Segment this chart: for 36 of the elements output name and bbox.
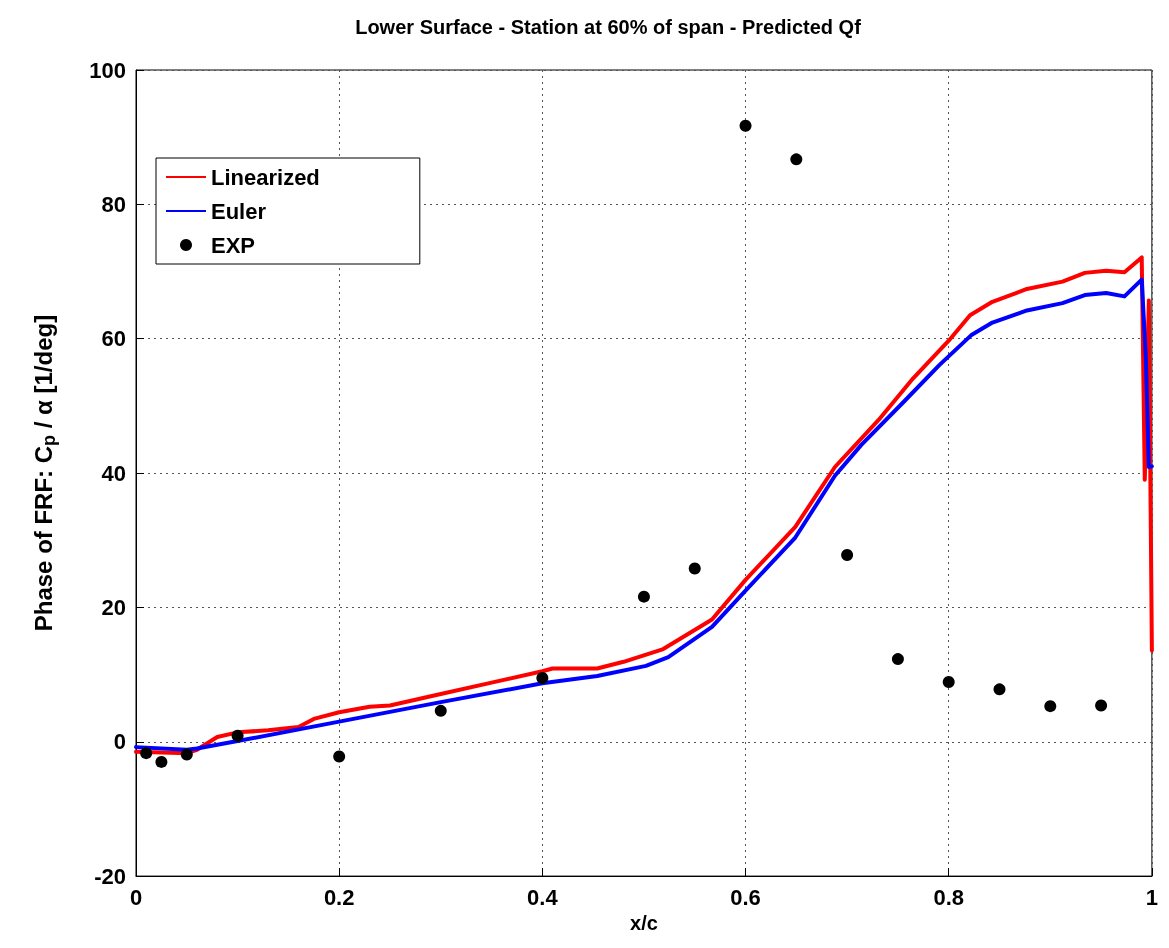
y-tick-label: 80 [101, 191, 126, 217]
point [790, 153, 803, 166]
legend-label: EXP [211, 232, 256, 258]
x-tick-label: 0.8 [933, 884, 964, 910]
point [942, 675, 955, 688]
y-tick-label: -20 [94, 863, 126, 889]
chart-title: Lower Surface - Station at 60% of span - Predicted Qf [355, 16, 862, 38]
x-tick-label: 0.4 [527, 884, 559, 910]
x-tick-label: 0.6 [730, 884, 761, 910]
point [333, 750, 346, 763]
point [155, 755, 168, 768]
point [1095, 699, 1108, 712]
point [231, 729, 244, 742]
point [688, 562, 701, 575]
point [637, 590, 650, 603]
point [140, 747, 153, 760]
y-tick-label: 60 [101, 326, 126, 352]
point [1044, 700, 1057, 713]
x-tick-label: 1 [1145, 884, 1159, 910]
point [993, 683, 1006, 696]
y-tick-label: 40 [101, 460, 126, 486]
legend-label: Euler [211, 198, 267, 224]
x-tick-label: 0 [129, 884, 143, 910]
y-tick-label: 20 [101, 594, 126, 620]
x-axis-title: x/c [630, 912, 658, 934]
legend-label: Linearized [211, 164, 320, 190]
point [891, 653, 904, 666]
x-tick-label: 0.2 [323, 884, 355, 910]
y-tick-label: 100 [89, 57, 126, 83]
y-axis-title: Phase of FRF: Cp / α [1/deg] [29, 314, 59, 632]
point [739, 119, 752, 132]
point [536, 671, 549, 684]
point [434, 704, 447, 717]
point [841, 549, 854, 561]
y-tick-label: 0 [113, 729, 126, 755]
point [180, 748, 193, 761]
